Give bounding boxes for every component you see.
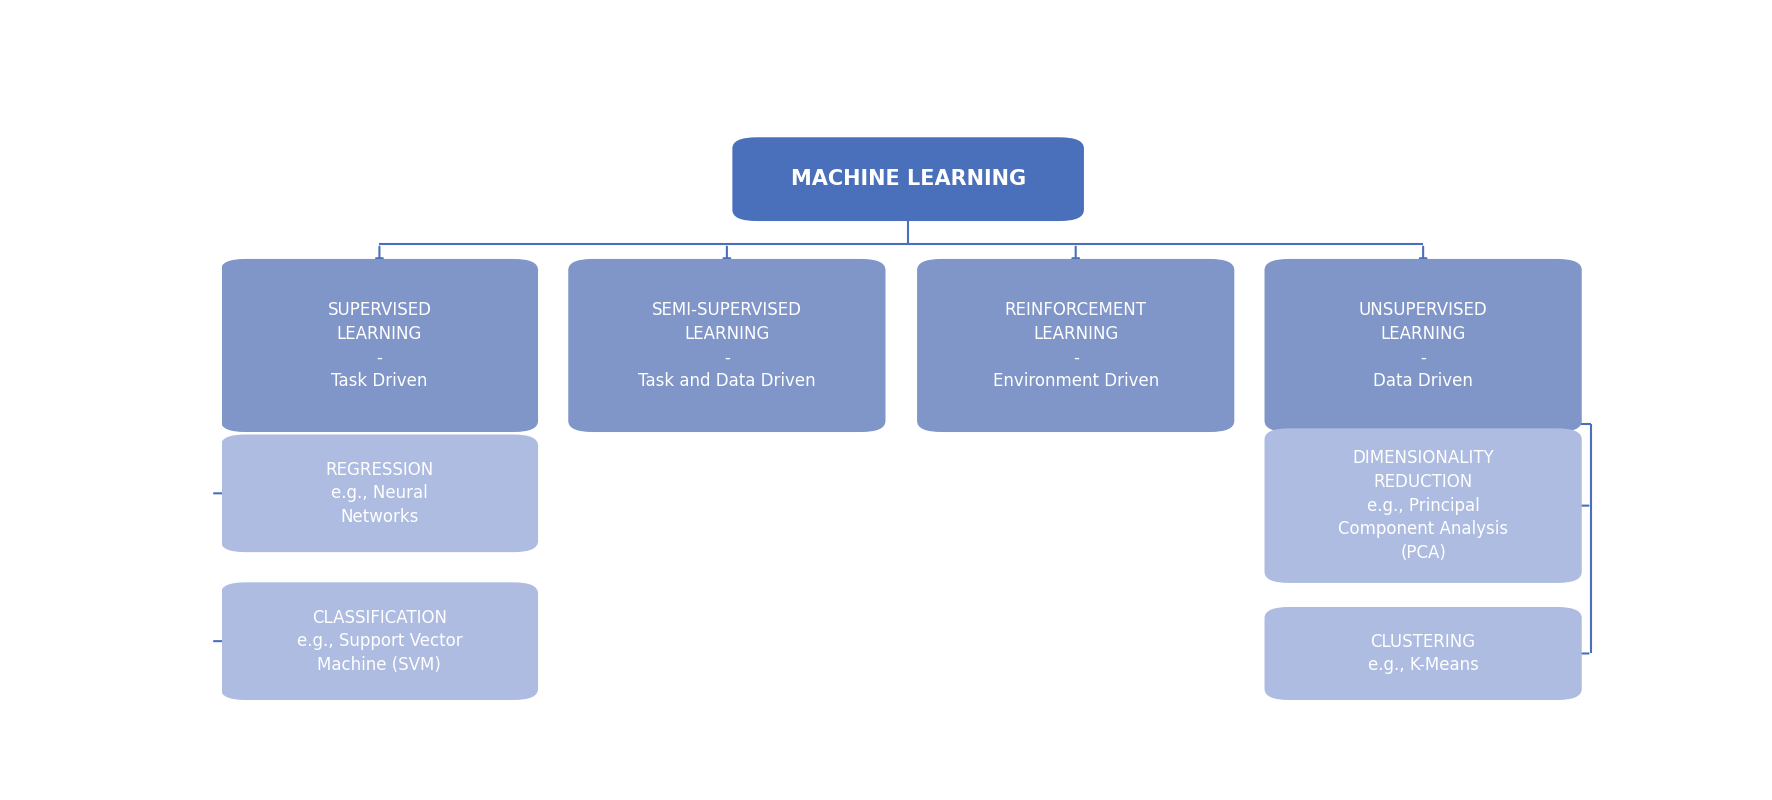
FancyBboxPatch shape [1265, 607, 1582, 700]
Text: SUPERVISED
LEARNING
-
Task Driven: SUPERVISED LEARNING - Task Driven [328, 301, 431, 390]
Text: REGRESSION
e.g., Neural
Networks: REGRESSION e.g., Neural Networks [326, 461, 434, 526]
FancyBboxPatch shape [569, 259, 886, 432]
FancyBboxPatch shape [1265, 428, 1582, 583]
Text: CLUSTERING
e.g., K-Means: CLUSTERING e.g., K-Means [1368, 633, 1478, 674]
FancyBboxPatch shape [1265, 259, 1582, 432]
FancyBboxPatch shape [222, 259, 539, 432]
Text: SEMI-SUPERVISED
LEARNING
-
Task and Data Driven: SEMI-SUPERVISED LEARNING - Task and Data… [638, 301, 815, 390]
Text: DIMENSIONALITY
REDUCTION
e.g., Principal
Component Analysis
(PCA): DIMENSIONALITY REDUCTION e.g., Principal… [1338, 450, 1508, 562]
FancyBboxPatch shape [918, 259, 1235, 432]
FancyBboxPatch shape [222, 582, 539, 700]
Text: UNSUPERVISED
LEARNING
-
Data Driven: UNSUPERVISED LEARNING - Data Driven [1359, 301, 1487, 390]
FancyBboxPatch shape [222, 434, 539, 552]
FancyBboxPatch shape [732, 138, 1084, 221]
Text: MACHINE LEARNING: MACHINE LEARNING [790, 169, 1026, 189]
Text: CLASSIFICATION
e.g., Support Vector
Machine (SVM): CLASSIFICATION e.g., Support Vector Mach… [296, 609, 462, 674]
Text: REINFORCEMENT
LEARNING
-
Environment Driven: REINFORCEMENT LEARNING - Environment Dri… [992, 301, 1159, 390]
